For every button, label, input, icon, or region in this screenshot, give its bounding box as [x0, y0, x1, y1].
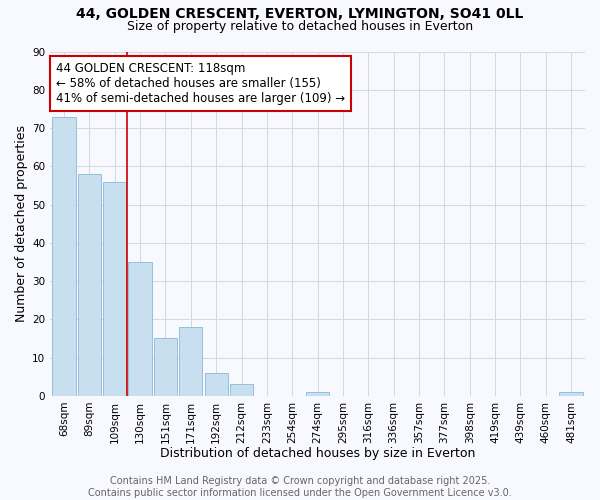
Bar — [179, 327, 202, 396]
Bar — [306, 392, 329, 396]
Bar — [559, 392, 583, 396]
Y-axis label: Number of detached properties: Number of detached properties — [15, 125, 28, 322]
X-axis label: Distribution of detached houses by size in Everton: Distribution of detached houses by size … — [160, 447, 475, 460]
Bar — [128, 262, 152, 396]
Text: Contains HM Land Registry data © Crown copyright and database right 2025.
Contai: Contains HM Land Registry data © Crown c… — [88, 476, 512, 498]
Bar — [230, 384, 253, 396]
Bar — [205, 373, 228, 396]
Text: Size of property relative to detached houses in Everton: Size of property relative to detached ho… — [127, 20, 473, 33]
Bar — [154, 338, 177, 396]
Bar — [52, 116, 76, 396]
Text: 44 GOLDEN CRESCENT: 118sqm
← 58% of detached houses are smaller (155)
41% of sem: 44 GOLDEN CRESCENT: 118sqm ← 58% of deta… — [56, 62, 344, 105]
Bar — [78, 174, 101, 396]
Bar — [103, 182, 127, 396]
Text: 44, GOLDEN CRESCENT, EVERTON, LYMINGTON, SO41 0LL: 44, GOLDEN CRESCENT, EVERTON, LYMINGTON,… — [76, 8, 524, 22]
